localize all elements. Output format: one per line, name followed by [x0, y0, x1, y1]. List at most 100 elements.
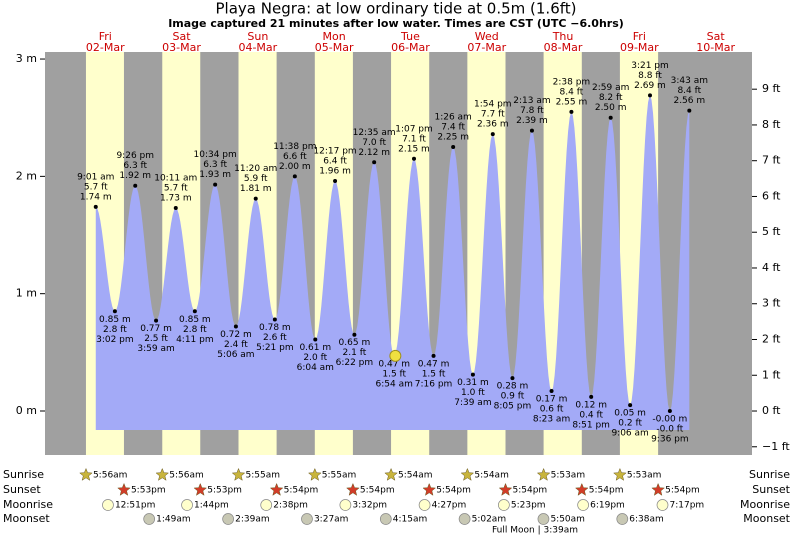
tide-label: 2.15 m [398, 144, 430, 154]
tide-extreme-point [490, 132, 495, 137]
tide-label: 2.12 m [358, 148, 390, 158]
moonrise-time: 3:32pm [352, 501, 387, 511]
tide-label: 0.72 m [220, 330, 252, 340]
sunset-icon [269, 482, 284, 496]
day-name: Mon [323, 30, 346, 43]
y2-tick-label: 9 ft [762, 82, 781, 95]
tide-label: 3:02 pm [96, 335, 134, 345]
sunrise-icon [231, 467, 246, 481]
tide-extreme-point [628, 403, 633, 408]
tide-label: 6:22 pm [336, 358, 374, 368]
tide-extreme-point [569, 109, 574, 114]
tide-label: 1.96 m [319, 167, 351, 177]
current-tide-marker [389, 349, 402, 362]
day-date: 09-Mar [620, 41, 659, 54]
tide-label: 11:20 am [234, 164, 277, 174]
y-tick-label: 0 m [16, 404, 37, 417]
sunrise-time: 5:55am [246, 471, 281, 481]
sunrise-time: 5:53am [627, 471, 662, 481]
moonrise-time: 6:19pm [590, 501, 625, 511]
tide-label: 11:38 pm [273, 142, 316, 152]
tide-extreme-point [112, 309, 117, 314]
tide-label: 0.65 m [339, 338, 371, 348]
tide-label: 4:11 pm [176, 335, 214, 345]
moonset-time: 6:38am [629, 515, 664, 525]
tide-label: 0.6 ft [540, 405, 564, 415]
tide-extreme-point [313, 337, 318, 342]
tide-extreme-point [253, 196, 258, 201]
tide-label: 6.3 ft [203, 160, 227, 170]
tide-label: 8:51 pm [572, 420, 610, 430]
moonrise-icon [656, 499, 669, 511]
row-label-left: Moonset [3, 512, 50, 525]
tide-extreme-point [372, 160, 377, 165]
tide-label: 2.5 ft [144, 334, 168, 344]
sunrise-time: 5:54am [474, 471, 509, 481]
tide-label: 7.1 ft [402, 134, 426, 144]
tide-label: 2.39 m [516, 116, 548, 126]
tide-label: 2.6 ft [263, 333, 287, 343]
row-label-right: Sunrise [749, 468, 790, 481]
moonrise-icon [577, 499, 589, 511]
sunset-time: 5:54pm [589, 486, 624, 496]
day-date: 08-Mar [544, 41, 583, 54]
tide-label: 5.7 ft [164, 184, 188, 194]
sunset-icon [193, 482, 208, 496]
tide-label: 0.85 m [179, 315, 211, 325]
moonset-time: 5:50am [550, 515, 585, 525]
tide-label: 8.4 ft [677, 86, 701, 96]
tide-label: 7:39 am [454, 398, 491, 408]
row-label-right: Sunset [752, 483, 790, 496]
moonset-time: 4:15am [393, 515, 428, 525]
tide-label: 2.50 m [595, 103, 627, 113]
tide-label: 6:54 am [376, 379, 413, 389]
tide-extreme-point [549, 389, 554, 394]
tide-label: 5.9 ft [244, 174, 268, 184]
tide-label: 0.28 m [497, 382, 529, 392]
moonset-time: 5:02am [472, 515, 507, 525]
tide-label: 0.4 ft [579, 410, 603, 420]
tide-label: 10:11 am [154, 174, 197, 184]
y-tick-label: 1 m [16, 287, 37, 300]
tide-label: 1.5 ft [422, 369, 446, 379]
tide-extreme-point [133, 183, 138, 188]
day-name: Fri [633, 30, 646, 43]
moonrise-icon [181, 499, 193, 511]
tide-extreme-point [667, 409, 672, 414]
sunset-time: 5:54pm [665, 486, 700, 496]
moon-phase-note: Full Moon | 3:39am [492, 526, 578, 536]
row-label-left: Moonrise [3, 498, 53, 511]
tide-extreme-point [589, 394, 594, 399]
y2-tick-label: −1 ft [762, 440, 790, 453]
tide-label: 3:21 pm [631, 61, 669, 71]
tide-extreme-point [233, 324, 238, 329]
tide-label: 8:05 pm [494, 402, 532, 412]
tide-label: 0.12 m [575, 400, 607, 410]
sunset-time: 5:54pm [284, 486, 319, 496]
tide-extreme-point [154, 318, 159, 323]
sunrise-time: 5:55am [322, 471, 357, 481]
sunrise-time: 5:56am [93, 471, 128, 481]
y-tick-label: 3 m [16, 52, 37, 65]
tide-label: 2:38 pm [553, 77, 591, 87]
row-label-right: Moonset [743, 512, 790, 525]
sunset-time: 5:53pm [131, 486, 166, 496]
sunset-icon [651, 482, 665, 496]
tide-extreme-point [470, 372, 475, 377]
tide-label: 0.61 m [299, 343, 331, 353]
day-date: 07-Mar [467, 41, 506, 54]
tide-extreme-point [431, 353, 436, 358]
moonset-icon [379, 513, 392, 525]
day-name: Sat [707, 30, 726, 43]
tide-label: 7.0 ft [362, 138, 386, 148]
chart-title: Playa Negra: at low ordinary tide at 0.5… [216, 0, 577, 18]
tide-label: 2.1 ft [343, 348, 367, 358]
tide-label: 2:13 am [513, 96, 550, 106]
tide-label: 8:23 am [533, 415, 570, 425]
tide-label: 1.93 m [199, 170, 231, 180]
tide-extreme-point [687, 108, 692, 113]
tide-label: 6.3 ft [123, 161, 147, 171]
day-date: 03-Mar [162, 41, 201, 54]
tide-extreme-point [352, 332, 357, 337]
